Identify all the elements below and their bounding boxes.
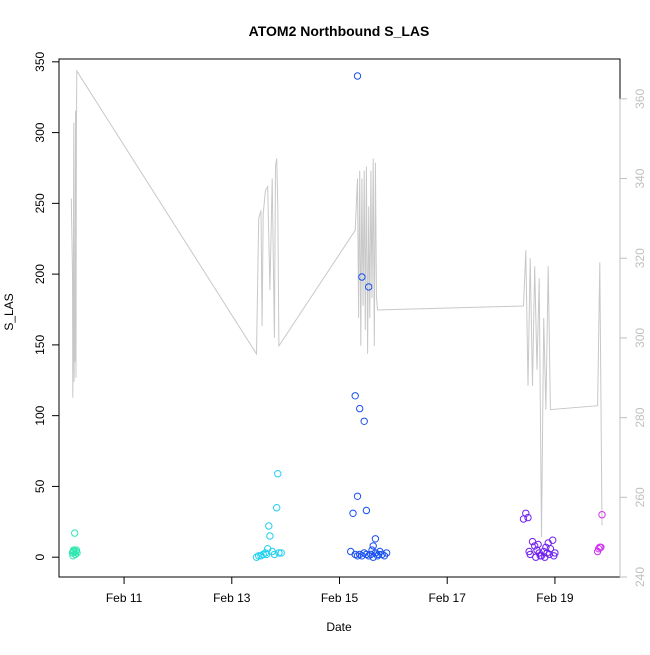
data-point — [262, 550, 271, 559]
x-axis-label: Date — [326, 620, 352, 634]
data-point — [353, 552, 362, 560]
data-point — [524, 513, 532, 522]
data-point — [255, 552, 263, 560]
y2-tick-label: 320 — [633, 248, 647, 268]
y2-tick-label: 240 — [633, 567, 647, 587]
y-axis-label: S_LAS — [2, 293, 16, 330]
data-point — [259, 550, 267, 559]
data-point — [72, 546, 81, 554]
y2-tick-label: 300 — [633, 328, 647, 348]
data-point — [525, 547, 533, 556]
y-tick-label: 150 — [33, 335, 47, 355]
data-point — [545, 550, 553, 559]
data-point — [274, 470, 282, 478]
data-point — [360, 417, 368, 425]
data-point — [371, 535, 380, 543]
data-point — [536, 552, 544, 560]
data-point — [542, 543, 550, 551]
data-point — [532, 553, 540, 561]
x-tick-label: Feb 13 — [213, 591, 251, 605]
data-point — [362, 506, 371, 515]
y-tick-label: 350 — [33, 51, 47, 71]
data-point — [595, 545, 603, 553]
y-tick-label: 0 — [33, 554, 47, 561]
y2-tick-label: 260 — [633, 487, 647, 507]
line-layer — [70, 69, 603, 538]
data-point — [351, 392, 359, 400]
data-point — [273, 504, 281, 512]
x-tick-label: Feb 15 — [321, 591, 359, 605]
x-tick-label: Feb 19 — [536, 591, 574, 605]
data-point — [534, 540, 542, 549]
data-point — [365, 283, 373, 291]
data-point — [531, 542, 539, 550]
data-point — [266, 532, 274, 540]
data-point — [365, 552, 373, 560]
series-line — [70, 69, 603, 538]
data-point — [265, 522, 273, 530]
data-point — [356, 404, 364, 413]
data-point — [550, 552, 558, 560]
y2-tick-label: 280 — [633, 407, 647, 427]
data-point — [375, 550, 383, 559]
data-point — [382, 549, 391, 557]
data-point — [270, 550, 279, 559]
y-tick-label: 100 — [33, 405, 47, 425]
y-tick-label: 300 — [33, 122, 47, 142]
y2-tick-label: 340 — [633, 168, 647, 188]
y-tick-label: 50 — [33, 479, 47, 493]
y2-tick-label: 360 — [633, 89, 647, 109]
y-tick-label: 250 — [33, 193, 47, 213]
right-axis: 240 260 280 300 320 340 360 — [619, 89, 647, 587]
data-point — [353, 492, 362, 500]
data-point — [71, 529, 79, 537]
data-point — [368, 546, 376, 554]
data-point — [349, 509, 357, 517]
data-point — [549, 536, 557, 544]
points-layer — [68, 72, 606, 561]
data-point — [543, 549, 551, 557]
data-point — [522, 509, 530, 517]
chart-title: ATOM2 Northbound S_LAS — [249, 23, 430, 39]
y-axis: 0 50 100 150 200 250 300 350 — [33, 51, 60, 561]
x-axis: Feb 11 Feb 13 Feb 15 Feb 17 Feb 19 — [106, 576, 574, 605]
data-point — [277, 549, 285, 557]
data-point — [369, 542, 377, 550]
x-tick-label: Feb 11 — [106, 591, 143, 605]
data-point — [358, 273, 366, 281]
y-tick-label: 200 — [33, 264, 47, 284]
data-point — [275, 549, 283, 557]
data-point — [598, 511, 606, 519]
data-point — [252, 553, 261, 561]
data-point — [261, 549, 270, 557]
data-point — [353, 72, 362, 80]
data-point — [597, 543, 605, 551]
x-tick-label: Feb 17 — [429, 591, 467, 605]
data-point — [73, 549, 81, 557]
